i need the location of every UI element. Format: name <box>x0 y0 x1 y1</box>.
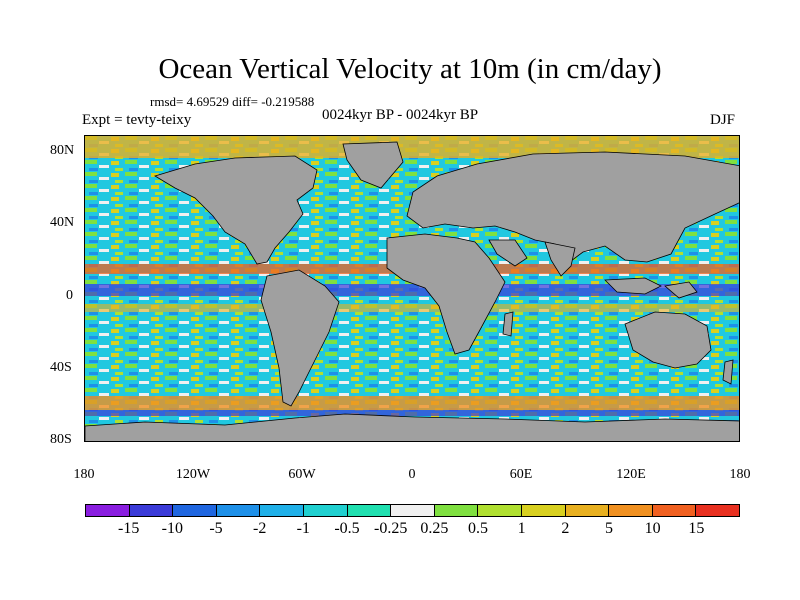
land-australia <box>624 311 712 369</box>
colorbar-swatch <box>565 505 610 516</box>
colorbar-swatch <box>86 505 130 516</box>
colorbar-swatch <box>129 505 174 516</box>
colorbar-swatch <box>609 505 653 516</box>
experiment-label: Expt = tevty-teixy <box>82 112 192 128</box>
land-arabia-india <box>488 239 576 277</box>
land-north-america <box>154 155 318 265</box>
antarctic-band <box>85 410 739 416</box>
colorbar-swatch <box>347 505 392 516</box>
land-africa <box>386 233 506 355</box>
colorbar-swatch <box>652 505 697 516</box>
colorbar-swatch <box>173 505 217 516</box>
colorbar-tick-label: 10 <box>644 520 661 537</box>
land-maritime-asia <box>604 277 698 299</box>
lat-label-0: 0 <box>66 288 73 303</box>
lon-label-180w: 180 <box>73 467 95 482</box>
lon-label-60w: 60W <box>288 467 316 482</box>
colorbar-swatch <box>521 505 566 516</box>
colorbar-swatch <box>260 505 304 516</box>
colorbar-tick-label: 0.5 <box>468 520 488 537</box>
tropical-band-south <box>85 304 739 312</box>
land-greenland <box>342 141 404 189</box>
colorbar-tick-label: 15 <box>688 520 705 537</box>
colorbar-tick-label: -10 <box>161 520 183 537</box>
lat-label-80n: 80N <box>50 143 75 158</box>
colorbar-swatch <box>303 505 348 516</box>
colorbar-swatch <box>434 505 479 516</box>
colorbar-tick-label: -0.5 <box>334 520 360 537</box>
map-svg <box>85 136 739 441</box>
stats-line: rmsd= 4.69529 diff= -0.219588 <box>150 94 315 109</box>
lat-label-40n: 40N <box>50 215 75 230</box>
map-plot <box>84 135 740 442</box>
colorbar <box>85 504 740 517</box>
land-south-america <box>260 269 340 407</box>
land-antarctica <box>85 413 739 441</box>
colorbar-tick-label: -1 <box>296 520 310 537</box>
lat-label-80s: 80S <box>50 432 72 447</box>
colorbar-tick-label: 2 <box>561 520 570 537</box>
colorbar-tick-label: 5 <box>605 520 613 537</box>
colorbar-swatch <box>478 505 522 516</box>
lat-label-40s: 40S <box>50 360 72 375</box>
southern-band <box>85 396 739 410</box>
land-new-zealand <box>722 359 734 385</box>
land-madagascar <box>502 311 514 337</box>
colorbar-swatch <box>216 505 261 516</box>
colorbar-swatch <box>696 505 739 516</box>
colorbar-tick-label: -0.25 <box>373 520 408 537</box>
colorbar-tick-label: 0.25 <box>420 520 449 537</box>
land-eurasia <box>406 151 739 265</box>
equatorial-band <box>85 284 739 296</box>
lon-label-120w: 120W <box>175 467 211 482</box>
season-label: DJF <box>710 112 736 128</box>
map-title: Ocean Vertical Velocity at 10m (in cm/da… <box>158 53 662 85</box>
colorbar-swatch <box>391 505 435 516</box>
lon-label-0: 0 <box>408 467 416 482</box>
lon-label-120e: 120E <box>616 467 646 482</box>
colorbar-tick-label: -2 <box>252 520 267 537</box>
lon-label-60e: 60E <box>509 467 533 482</box>
lon-label-180e: 180 <box>729 467 751 482</box>
period-label: 0024kyr BP - 0024kyr BP <box>322 107 479 123</box>
colorbar-tick-label: 1 <box>517 520 526 537</box>
colorbar-tick-label: -5 <box>209 520 223 537</box>
colorbar-tick-label: -15 <box>117 520 140 537</box>
